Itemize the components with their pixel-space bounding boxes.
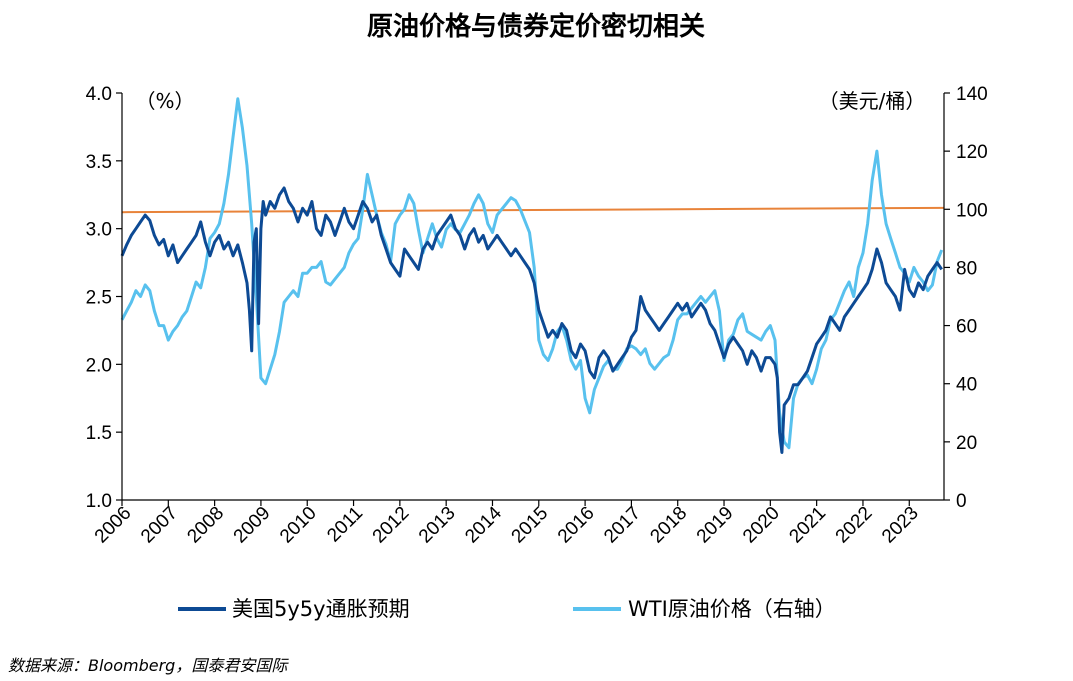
x-tick-label: 2023 — [878, 503, 923, 548]
left-tick-label: 1.0 — [86, 491, 112, 512]
right-tick-label: 60 — [956, 317, 977, 338]
x-tick-label: 2017 — [600, 503, 645, 548]
left-tick-label: 3.5 — [86, 152, 112, 173]
right-axis-ticks: 0 20 40 60 80 100 120 140 — [944, 84, 988, 512]
x-tick-label: 2021 — [785, 503, 830, 548]
left-tick-label: 2.0 — [86, 355, 112, 376]
x-tick-label: 2018 — [647, 503, 692, 548]
x-tick-label: 2011 — [323, 503, 367, 547]
x-axis-ticks: 2006 2007 2008 2009 2010 2011 2012 2013 2014 2015… — [91, 500, 923, 547]
x-tick-label: 2010 — [276, 503, 321, 548]
legend: 美国5y5y通胀预期 WTI原油价格（右轴） — [178, 597, 836, 621]
right-tick-label: 20 — [956, 433, 977, 454]
left-tick-label: 3.0 — [86, 220, 112, 241]
left-unit-label: （%） — [135, 89, 194, 113]
chart-title: 原油价格与债券定价密切相关 — [367, 11, 705, 42]
x-tick-label: 2019 — [693, 503, 738, 548]
left-tick-label: 4.0 — [86, 84, 112, 105]
legend-label-wti: WTI原油价格（右轴） — [628, 597, 836, 621]
right-tick-label: 0 — [956, 491, 967, 512]
plot-area — [120, 97, 945, 454]
right-tick-label: 120 — [956, 142, 988, 163]
x-tick-label: 2008 — [183, 503, 228, 548]
series-5y5y-line — [120, 186, 943, 454]
x-tick-label: 2020 — [739, 503, 784, 548]
x-tick-label: 2022 — [832, 503, 877, 548]
source-note: 数据来源：Bloomberg，国泰君安国际 — [8, 656, 289, 675]
x-tick-label: 2009 — [230, 503, 275, 548]
x-tick-label: 2014 — [461, 502, 506, 547]
left-axis-ticks: 1.0 1.5 2.0 2.5 3.0 3.5 4.0 — [86, 84, 122, 512]
right-tick-label: 80 — [956, 258, 977, 279]
x-tick-label: 2012 — [369, 503, 414, 548]
left-tick-label: 2.5 — [86, 288, 112, 309]
left-tick-label: 1.5 — [86, 423, 112, 444]
reference-line — [121, 206, 945, 214]
right-tick-label: 100 — [956, 200, 988, 221]
right-unit-label: （美元/桶） — [819, 89, 926, 113]
x-tick-label: 2015 — [508, 503, 553, 548]
right-tick-label: 140 — [956, 84, 988, 105]
x-tick-label: 2007 — [137, 503, 182, 548]
right-tick-label: 40 — [956, 375, 977, 396]
legend-label-5y5y: 美国5y5y通胀预期 — [232, 597, 410, 621]
x-tick-label: 2016 — [554, 503, 599, 548]
x-tick-label: 2013 — [415, 503, 460, 548]
